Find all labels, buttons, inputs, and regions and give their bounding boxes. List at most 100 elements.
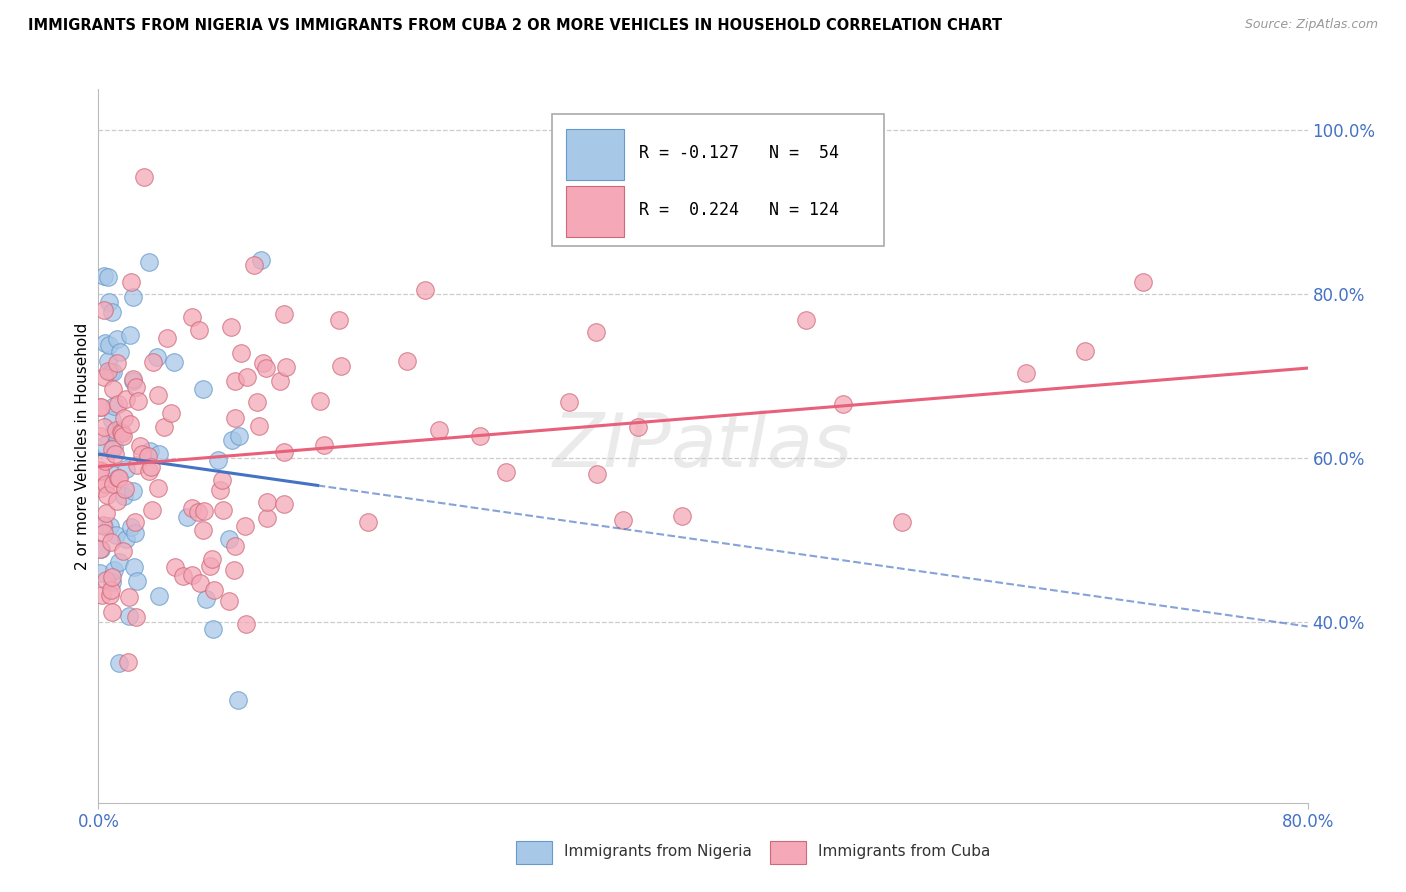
- Point: [94, 438, 117, 452]
- Point: [413, 283, 436, 297]
- FancyBboxPatch shape: [769, 841, 806, 864]
- Point: [93, 370, 115, 384]
- Point: [273, 497, 295, 511]
- Point: [218, 532, 240, 546]
- Point: [90, 401, 112, 415]
- Point: [94, 573, 117, 587]
- Point: [180, 310, 202, 325]
- Point: [89, 541, 111, 556]
- Point: [198, 558, 221, 573]
- Point: [256, 511, 278, 525]
- Point: [172, 569, 194, 583]
- Point: [89, 464, 111, 478]
- Point: [97, 269, 120, 284]
- Point: [101, 383, 124, 397]
- Point: [114, 482, 136, 496]
- Point: [269, 374, 291, 388]
- Point: [122, 560, 145, 574]
- Point: [122, 290, 145, 304]
- FancyBboxPatch shape: [567, 129, 624, 180]
- Point: [468, 428, 491, 442]
- Point: [141, 503, 163, 517]
- Point: [120, 417, 142, 431]
- Point: [207, 452, 229, 467]
- Point: [101, 304, 124, 318]
- Text: Source: ZipAtlas.com: Source: ZipAtlas.com: [1244, 18, 1378, 31]
- Point: [118, 590, 141, 604]
- Point: [794, 313, 817, 327]
- FancyBboxPatch shape: [551, 114, 884, 246]
- Point: [96, 477, 118, 491]
- Point: [222, 563, 245, 577]
- Point: [108, 656, 131, 670]
- Point: [256, 495, 278, 509]
- Point: [219, 319, 242, 334]
- Point: [190, 576, 212, 591]
- Point: [146, 481, 169, 495]
- Point: [252, 356, 274, 370]
- Point: [122, 374, 145, 388]
- Point: [224, 411, 246, 425]
- Point: [117, 655, 139, 669]
- Point: [111, 425, 134, 440]
- Point: [105, 423, 128, 437]
- Point: [103, 476, 125, 491]
- Point: [127, 394, 149, 409]
- Point: [273, 444, 295, 458]
- FancyBboxPatch shape: [516, 841, 551, 864]
- Point: [108, 555, 131, 569]
- Point: [103, 399, 125, 413]
- Point: [124, 515, 146, 529]
- Point: [105, 355, 128, 369]
- Point: [211, 473, 233, 487]
- Point: [139, 459, 162, 474]
- Point: [103, 425, 125, 440]
- Point: [201, 622, 224, 636]
- Text: Immigrants from Nigeria: Immigrants from Nigeria: [564, 844, 752, 859]
- Point: [120, 520, 142, 534]
- Point: [90, 481, 112, 495]
- Point: [585, 325, 607, 339]
- Point: [103, 440, 125, 454]
- Point: [142, 355, 165, 369]
- Point: [218, 594, 240, 608]
- Point: [97, 295, 120, 310]
- Point: [98, 588, 121, 602]
- Point: [125, 380, 148, 394]
- Point: [357, 515, 380, 529]
- Point: [180, 567, 202, 582]
- Point: [118, 328, 141, 343]
- Point: [91, 589, 114, 603]
- Point: [1015, 366, 1038, 380]
- Point: [100, 365, 122, 379]
- Point: [114, 462, 136, 476]
- Point: [125, 610, 148, 624]
- Point: [495, 465, 517, 479]
- Point: [236, 370, 259, 384]
- Point: [97, 364, 120, 378]
- Point: [328, 313, 350, 327]
- Point: [228, 429, 250, 443]
- Point: [146, 387, 169, 401]
- Point: [103, 563, 125, 577]
- Point: [671, 508, 693, 523]
- Point: [105, 332, 128, 346]
- Point: [832, 397, 855, 411]
- Point: [118, 609, 141, 624]
- Point: [101, 442, 124, 456]
- Point: [1132, 276, 1154, 290]
- Point: [148, 589, 170, 603]
- Point: [235, 617, 257, 632]
- Text: R =  0.224   N = 124: R = 0.224 N = 124: [638, 201, 839, 219]
- Point: [120, 276, 142, 290]
- Point: [125, 574, 148, 589]
- Point: [194, 591, 217, 606]
- Point: [180, 500, 202, 515]
- Point: [148, 447, 170, 461]
- Point: [104, 447, 127, 461]
- Text: R = -0.127   N =  54: R = -0.127 N = 54: [638, 145, 839, 162]
- Point: [160, 406, 183, 420]
- Point: [138, 254, 160, 268]
- Point: [97, 354, 120, 368]
- Point: [138, 464, 160, 478]
